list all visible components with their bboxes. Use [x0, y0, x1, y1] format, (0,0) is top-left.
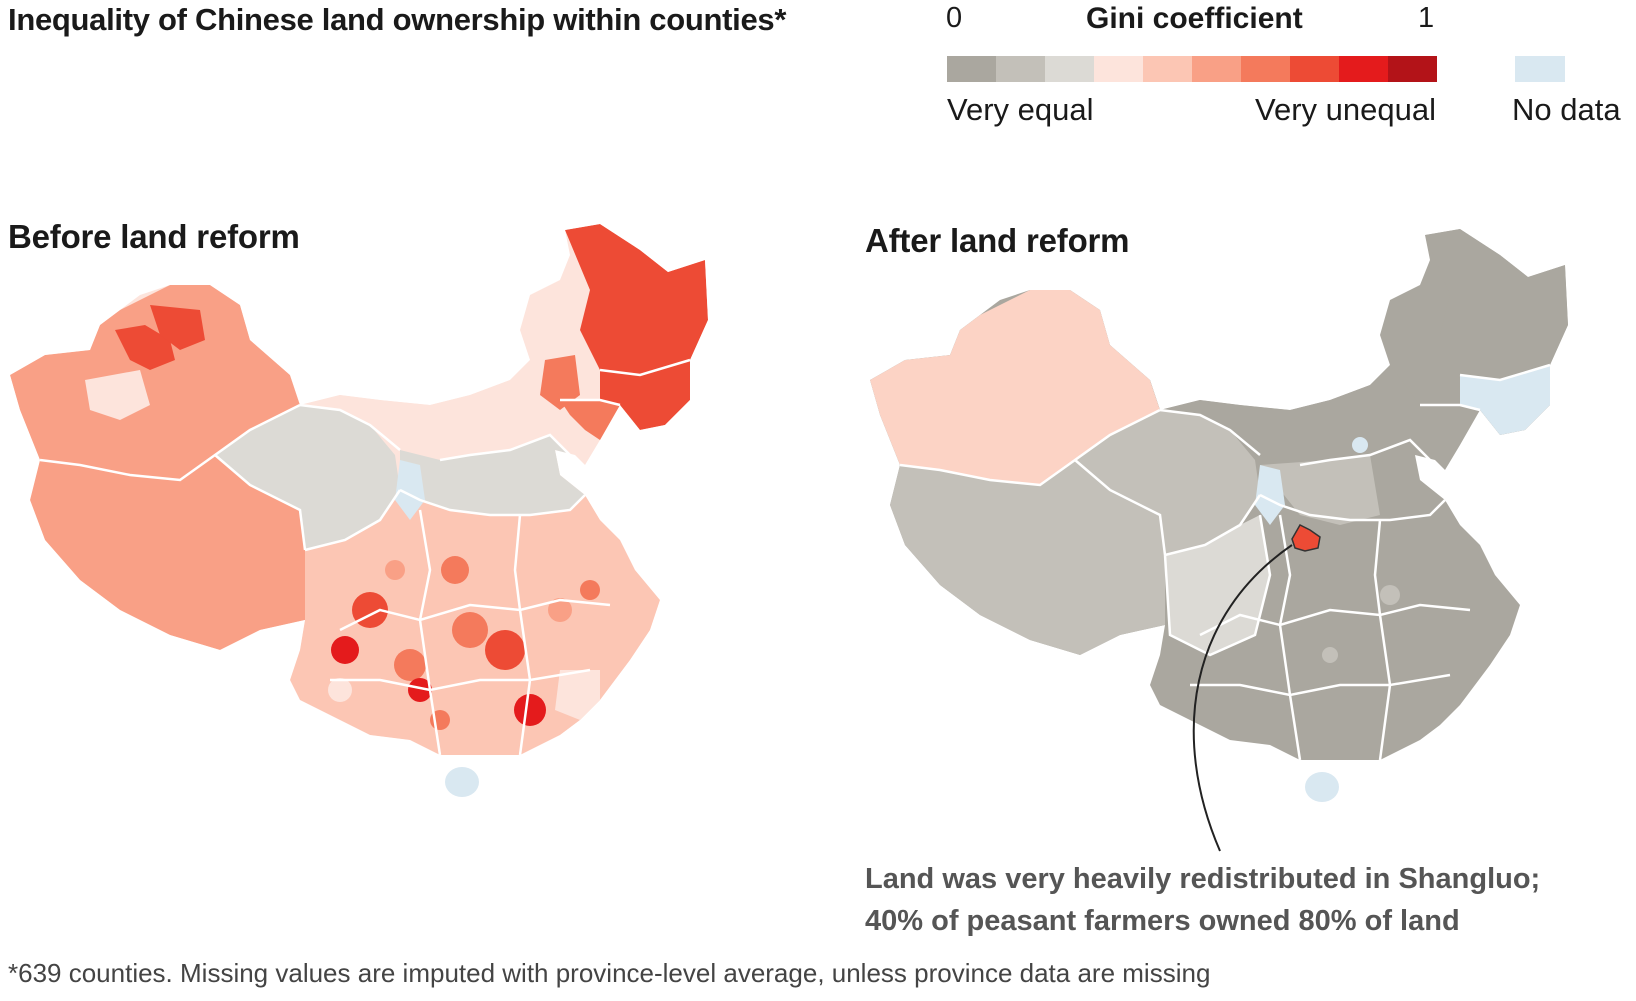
- legend-swatch-1: [996, 56, 1045, 82]
- legend-swatch-5: [1192, 56, 1241, 82]
- shangluo-highlight: [1291, 524, 1321, 552]
- legend-nodata-label: No data: [1512, 92, 1621, 127]
- after-panel-title: After land reform: [865, 222, 1130, 259]
- legend-title: Gini coefficient: [1086, 2, 1303, 35]
- annotation-line-2: 40% of peasant farmers owned 80% of land: [865, 905, 1460, 937]
- legend-swatch-6: [1241, 56, 1290, 82]
- legend-swatch-2: [1045, 56, 1094, 82]
- legend-color-scale: [947, 56, 1437, 82]
- legend-max-label: 1: [1418, 2, 1435, 34]
- footnote: *639 counties. Missing values are impute…: [8, 958, 1211, 988]
- legend-swatch-3: [1094, 56, 1143, 82]
- legend-swatch-4: [1143, 56, 1192, 82]
- legend-min-label: 0: [946, 2, 963, 34]
- before-reform-map: [10, 224, 708, 797]
- legend-nodata-swatch: [1515, 56, 1565, 82]
- annotation-leader-line: [1192, 544, 1293, 852]
- shangluo-annotation: Land was very heavily redistributed in S…: [865, 858, 1540, 942]
- after-reform-map: [870, 229, 1568, 852]
- legend-high-label: Very unequal: [1255, 92, 1436, 127]
- annotation-line-1: Land was very heavily redistributed in S…: [865, 863, 1541, 895]
- chart-title: Inequality of Chinese land ownership wit…: [8, 2, 787, 37]
- legend-swatch-8: [1339, 56, 1388, 82]
- before-panel-title: Before land reform: [8, 218, 300, 255]
- legend-swatch-9: [1388, 56, 1437, 82]
- legend-swatch-0: [947, 56, 996, 82]
- legend-low-label: Very equal: [947, 92, 1094, 127]
- legend-swatch-7: [1290, 56, 1339, 82]
